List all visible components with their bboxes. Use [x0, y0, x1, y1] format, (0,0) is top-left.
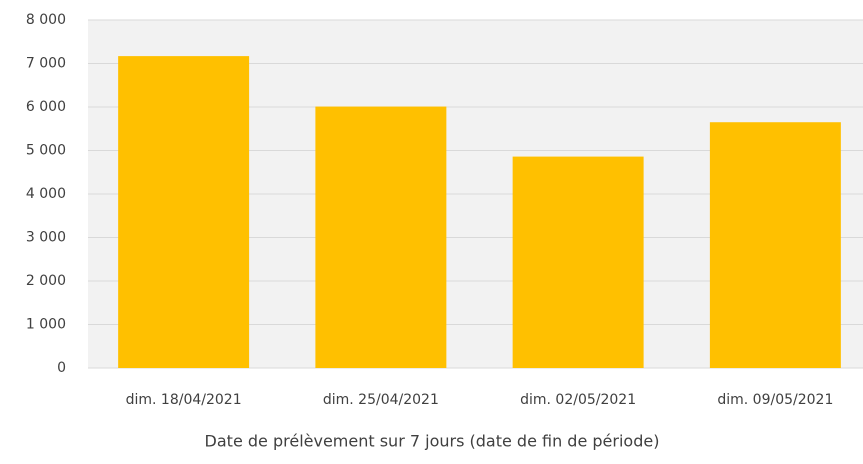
x-axis-title: Date de prélèvement sur 7 jours (date de… [205, 432, 660, 451]
y-tick-label: 3 000 [26, 230, 66, 246]
x-tick-label: dim. 25/04/2021 [323, 392, 439, 408]
x-tick-label: dim. 18/04/2021 [126, 392, 242, 408]
bar [709, 122, 841, 368]
x-tick-label: dim. 09/05/2021 [717, 392, 833, 408]
bar [512, 156, 644, 368]
y-tick-label: 7 000 [26, 56, 66, 72]
bar [315, 106, 447, 368]
y-tick-label: 6 000 [26, 99, 66, 115]
y-tick-label: 0 [57, 360, 66, 376]
y-tick-label: 2 000 [26, 273, 66, 289]
bar [118, 56, 250, 368]
x-tick-label: dim. 02/05/2021 [520, 392, 636, 408]
y-tick-label: 5 000 [26, 143, 66, 159]
y-tick-label: 4 000 [26, 186, 66, 202]
y-tick-label: 8 000 [26, 12, 66, 28]
y-tick-label: 1 000 [26, 317, 66, 333]
